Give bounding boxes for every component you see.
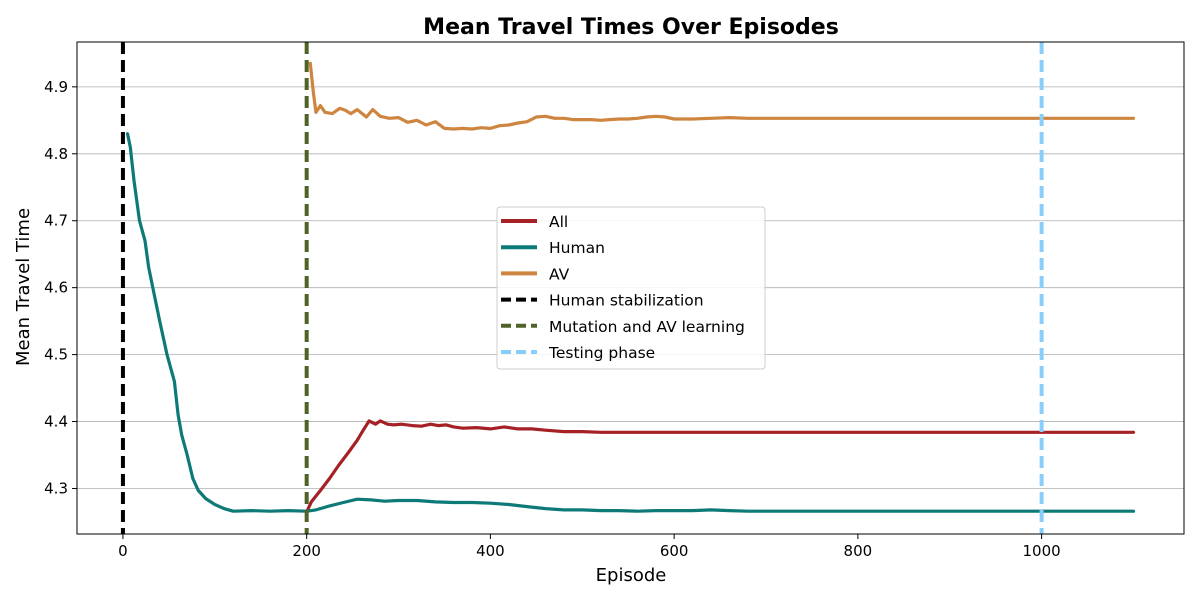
y-axis-label: Mean Travel Time	[13, 208, 34, 366]
y-tick-label: 4.6	[44, 279, 68, 297]
x-tick-label: 400	[476, 542, 505, 560]
y-tick-label: 4.5	[44, 346, 68, 364]
y-tick-label: 4.7	[44, 212, 68, 230]
x-tick-label: 600	[660, 542, 689, 560]
y-tick-label: 4.4	[44, 413, 68, 431]
chart-title: Mean Travel Times Over Episodes	[423, 15, 839, 40]
x-tick-label: 1000	[1023, 542, 1061, 560]
series-line-human	[125, 132, 1136, 513]
y-tick-label: 4.3	[44, 479, 68, 497]
legend-box	[496, 206, 766, 370]
legend-label: Human	[549, 239, 605, 257]
legend: All Human AV Human stabilization Mutation an…	[496, 206, 766, 370]
series-line-av	[308, 61, 1136, 131]
plot-area	[120, 42, 1136, 534]
x-tick-label: 200	[292, 542, 321, 560]
x-tick-label: 800	[844, 542, 873, 560]
y-tick-label: 4.9	[44, 78, 68, 96]
axis-ticks: 4.3 4.4 4.5 4.6 4.7 4.8 4.9 0 200 400 600 800 1000	[44, 78, 1061, 560]
legend-label: Human stabilization	[549, 292, 704, 310]
legend-label: Mutation and AV learning	[549, 318, 745, 336]
legend-label: AV	[549, 265, 570, 283]
x-axis-label: Episode	[596, 565, 667, 586]
x-tick-label: 0	[118, 542, 128, 560]
series-line-all	[305, 419, 1136, 514]
legend-label: All	[549, 213, 568, 231]
legend-label: Testing phase	[548, 344, 655, 362]
y-tick-label: 4.8	[44, 145, 68, 163]
